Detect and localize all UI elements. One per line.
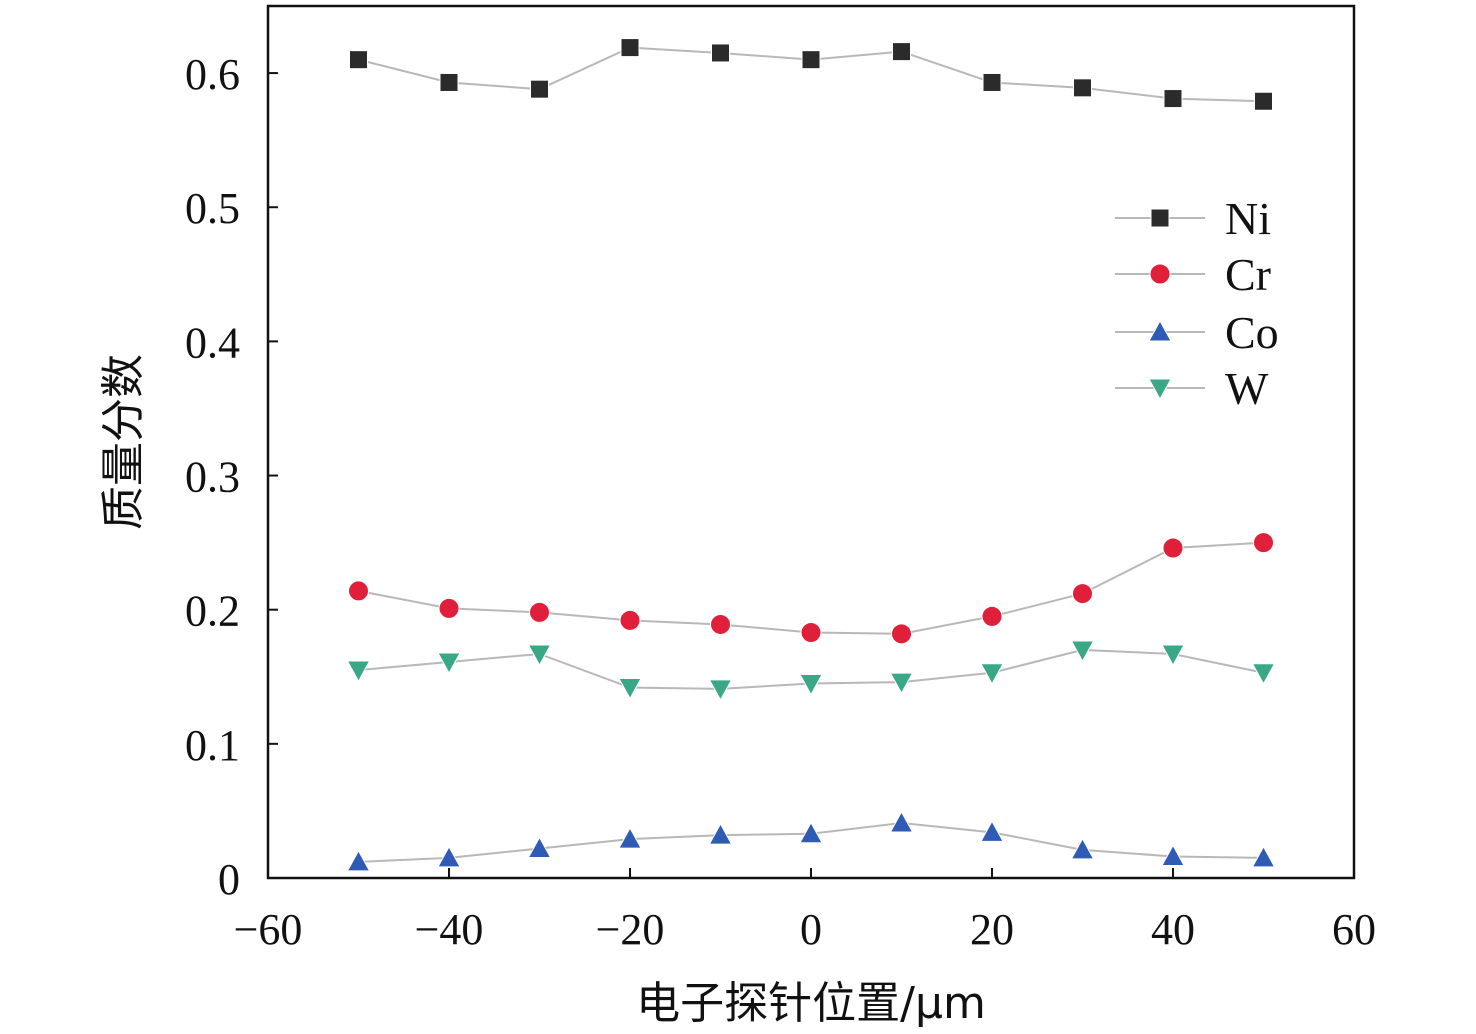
data-point-ni <box>1163 89 1183 109</box>
data-point-ni <box>801 50 821 70</box>
data-point-w <box>1251 663 1276 685</box>
data-point-ni <box>620 38 640 58</box>
data-point-w <box>618 678 642 700</box>
data-point-cr <box>1253 532 1274 554</box>
data-point-co <box>799 821 823 844</box>
series-co <box>346 810 1276 872</box>
legend-label: Ni <box>1225 193 1271 244</box>
x-tick-label: 40 <box>1151 905 1195 954</box>
data-point-cr <box>800 621 822 643</box>
plot-border <box>266 4 1356 880</box>
data-point-cr <box>710 613 731 635</box>
series-w <box>346 640 1276 701</box>
y-axis: 0 0.1 0.2 0.3 0.4 0.5 0.6 <box>185 50 278 904</box>
y-tick-label: 0.3 <box>185 453 240 502</box>
data-point-ni <box>711 43 730 63</box>
legend-marker-w <box>1148 378 1172 401</box>
data-point-co <box>1070 837 1095 860</box>
x-axis: −60 −40 −20 0 20 40 60 <box>234 868 1376 954</box>
data-point-w <box>1070 640 1095 662</box>
data-point-ni <box>349 50 368 70</box>
data-point-ni <box>1073 78 1092 98</box>
x-tick-label: −20 <box>596 905 665 954</box>
x-tick-label: 60 <box>1332 905 1376 954</box>
data-point-w <box>889 672 914 695</box>
legend-marker-cr <box>1149 263 1171 285</box>
data-point-cr <box>981 605 1003 627</box>
data-point-w <box>980 663 1004 685</box>
y-axis-title: 质量分数 <box>98 354 149 530</box>
x-tick-label: −40 <box>415 905 484 954</box>
data-point-co <box>527 836 552 858</box>
plot-area <box>266 4 1356 880</box>
data-point-ni <box>982 72 1002 92</box>
legend-item-cr: Cr <box>1115 249 1271 300</box>
series-layer <box>346 38 1276 872</box>
legend-item-w: W <box>1115 363 1269 414</box>
data-point-w <box>346 660 371 683</box>
data-point-w <box>708 679 733 701</box>
data-point-co <box>346 849 371 872</box>
y-tick-label: 0 <box>218 855 240 904</box>
data-point-cr <box>619 609 641 631</box>
data-point-ni <box>439 72 459 92</box>
series-ni <box>349 38 1273 111</box>
x-tick-label: −60 <box>234 905 303 954</box>
y-tick-label: 0.2 <box>185 587 240 636</box>
data-point-cr <box>529 601 550 623</box>
data-point-cr <box>891 623 912 645</box>
y-tick-label: 0.6 <box>185 50 240 99</box>
legend-item-ni: Ni <box>1115 193 1271 244</box>
legend-marker-ni <box>1150 208 1170 228</box>
data-point-ni <box>1254 91 1273 111</box>
data-point-w <box>799 673 823 696</box>
data-point-w <box>1161 644 1185 667</box>
data-point-ni <box>892 42 911 62</box>
legend-item-co: Co <box>1115 307 1279 358</box>
series-cr <box>348 532 1274 645</box>
data-point-co <box>980 820 1004 842</box>
y-tick-label: 0.4 <box>185 318 240 367</box>
x-axis-title: 电子探针位置/μm <box>636 978 986 1029</box>
y-tick-label: 0.1 <box>185 721 240 770</box>
data-point-cr <box>1072 583 1093 605</box>
legend-label: Cr <box>1225 249 1271 300</box>
data-point-co <box>889 810 914 833</box>
data-point-w <box>527 644 552 667</box>
data-point-co <box>1251 845 1276 868</box>
legend-marker-co <box>1148 319 1172 342</box>
x-tick-label: 0 <box>800 905 822 954</box>
y-tick-label: 0.5 <box>185 184 240 233</box>
data-point-w <box>437 652 461 675</box>
data-point-co <box>1161 844 1185 867</box>
legend-label: W <box>1225 363 1269 414</box>
data-point-ni <box>530 79 549 99</box>
data-point-cr <box>1162 537 1184 559</box>
legend-label: Co <box>1225 307 1279 358</box>
x-tick-label: 20 <box>970 905 1014 954</box>
data-point-co <box>708 823 733 845</box>
data-point-co <box>437 845 461 868</box>
data-point-cr <box>348 580 369 602</box>
data-point-co <box>618 827 642 849</box>
series-line-cr <box>358 541 1264 635</box>
data-point-cr <box>438 597 460 619</box>
